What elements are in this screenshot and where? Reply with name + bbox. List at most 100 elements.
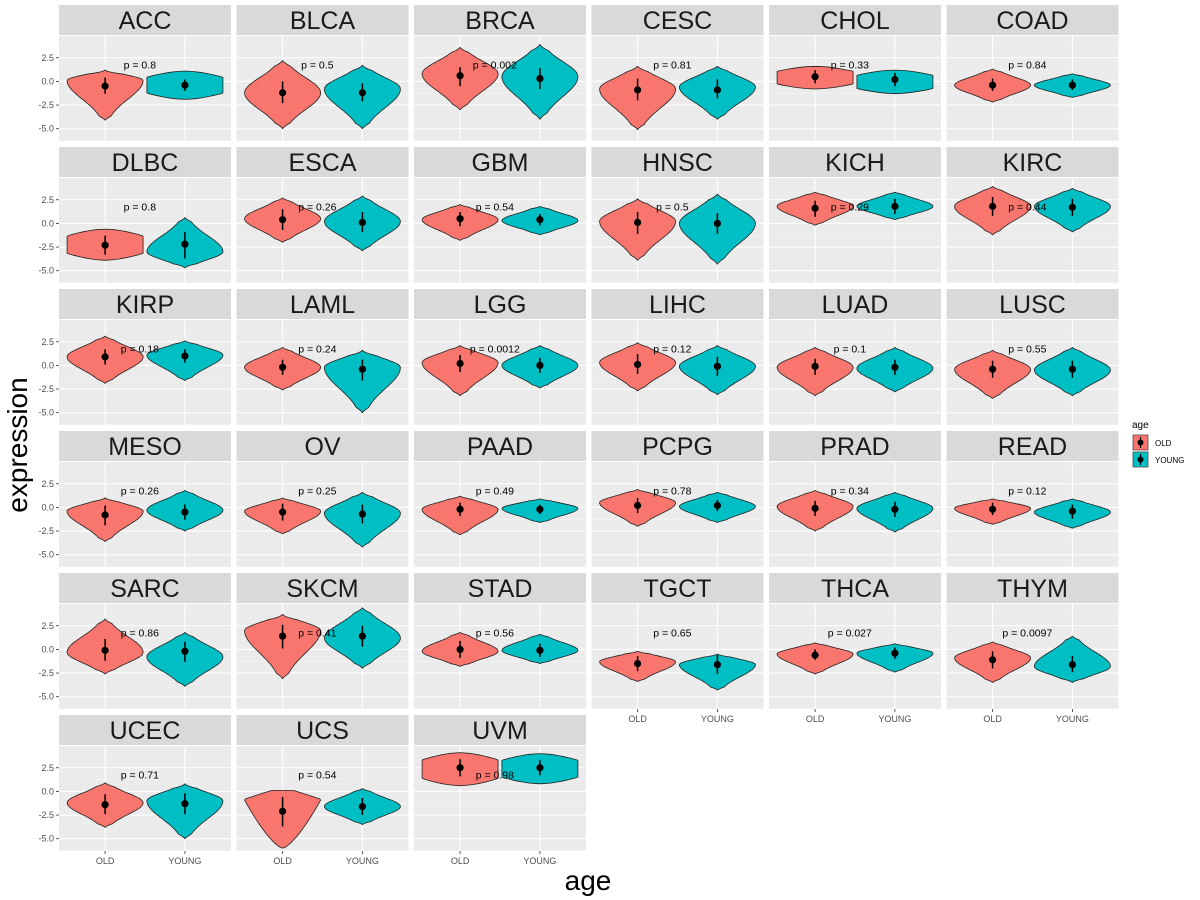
facet-panel-dlbc: DLBC 2.5 0.0 -2.5 -5.0 p = 0.8 <box>38 147 231 283</box>
x-tick-label: YOUNG <box>1056 714 1089 724</box>
facet-strip <box>59 431 231 461</box>
y-tick-label: -2.5 <box>38 242 54 252</box>
mean-point-young <box>358 510 367 518</box>
p-value-label: p = 0.12 <box>1008 485 1046 497</box>
mean-point-old <box>811 73 819 81</box>
mean-point-old <box>456 72 464 80</box>
p-value-label: p = 0.8 <box>124 201 157 213</box>
p-value-label: p = 0.027 <box>828 627 872 639</box>
facet-strip <box>236 573 409 603</box>
x-tick-labels: OLD YOUNG OLD YOUNG OLD YOUNG OLD YOUNG OLD YOUNG… <box>96 709 1089 866</box>
mean-point-young <box>181 352 189 360</box>
facet-panels: ACC 2.5 0.0 -2.5 -5.0 p = 0.8 BLCA p = 0.5 BRCA p… <box>38 5 1119 851</box>
facet-strip <box>591 573 764 603</box>
y-tick-label: -2.5 <box>38 384 54 394</box>
mean-point-old <box>101 646 109 654</box>
facet-strip <box>946 5 1119 35</box>
y-tick-label: 0.0 <box>41 76 54 86</box>
mean-point-young <box>536 74 544 83</box>
mean-point-old <box>278 632 287 640</box>
y-tick-label: -5.0 <box>38 550 54 560</box>
mean-point-young <box>891 363 899 371</box>
legend-label: YOUNG <box>1155 456 1184 465</box>
mean-point-old <box>278 216 287 224</box>
facet-panel-uvm: UVM p = 0.98 <box>414 715 586 851</box>
x-tick-label: OLD <box>451 856 470 866</box>
facet-panel-prad: PRAD p = 0.34 <box>769 431 941 567</box>
legend-point <box>1137 439 1144 446</box>
x-tick-label: OLD <box>983 714 1002 724</box>
facet-strip <box>769 289 941 319</box>
p-value-label: p = 0.8 <box>124 59 157 71</box>
legend-item-old: OLD <box>1132 434 1172 451</box>
facet-label: CHOL <box>820 7 890 35</box>
facet-strip <box>236 5 409 35</box>
mean-point-young <box>181 81 189 89</box>
facet-panel-brca: BRCA p = 0.002 <box>414 5 586 141</box>
p-value-label: p = 0.1 <box>834 343 867 355</box>
violin-young <box>323 349 401 414</box>
mean-point-old <box>988 505 997 513</box>
y-tick-label: -5.0 <box>38 124 54 134</box>
mean-point-old <box>456 215 464 223</box>
facet-strip <box>946 573 1119 603</box>
facet-strip <box>414 147 586 177</box>
y-tick-label: 0.0 <box>41 786 54 796</box>
facet-label: LGG <box>474 291 527 319</box>
facet-strip <box>591 289 764 319</box>
p-value-label: p = 0.5 <box>656 201 689 213</box>
mean-point-young <box>536 646 544 654</box>
x-tick-label: OLD <box>806 714 825 724</box>
mean-point-old <box>988 656 997 664</box>
facet-panel-luad: LUAD p = 0.1 <box>769 289 941 425</box>
facet-label: SKCM <box>286 575 358 603</box>
mean-point-old <box>633 218 642 227</box>
facet-label: GBM <box>472 149 529 177</box>
facet-label: ESCA <box>288 149 356 177</box>
x-tick-label: YOUNG <box>346 856 379 866</box>
facet-label: KIRC <box>1003 149 1063 177</box>
facet-panel-meso: MESO 2.5 0.0 -2.5 -5.0 p = 0.26 <box>38 431 231 567</box>
facet-label: OV <box>304 433 340 461</box>
y-tick-label: 2.5 <box>41 763 54 773</box>
facet-panel-ucec: UCEC 2.5 0.0 -2.5 -5.0 p = 0.71 <box>38 715 231 851</box>
p-value-label: p = 0.71 <box>121 769 159 781</box>
panel-background <box>946 178 1119 283</box>
facet-panel-stad: STAD p = 0.56 <box>414 573 586 709</box>
mean-point-old <box>101 241 109 249</box>
facet-label: LIHC <box>649 291 706 319</box>
facet-strip <box>236 147 409 177</box>
y-tick-label: 2.5 <box>41 337 54 347</box>
p-value-label: p = 0.0012 <box>470 343 520 355</box>
facet-label: PCPG <box>642 433 713 461</box>
p-value-label: p = 0.34 <box>831 485 869 497</box>
facet-strip <box>414 573 586 603</box>
y-tick-label: -2.5 <box>38 100 54 110</box>
y-tick-label: 2.5 <box>41 195 54 205</box>
facet-label: THYM <box>997 575 1068 603</box>
mean-point-old <box>633 86 642 94</box>
x-tick-label: YOUNG <box>523 856 556 866</box>
facet-panel-paad: PAAD p = 0.49 <box>414 431 586 567</box>
y-tick-label: 2.5 <box>41 479 54 489</box>
p-value-label: p = 0.33 <box>831 59 869 71</box>
facet-strip <box>769 431 941 461</box>
p-value-label: p = 0.18 <box>121 343 159 355</box>
mean-point-old <box>633 659 642 668</box>
mean-point-young <box>181 800 189 808</box>
x-tick-label: YOUNG <box>878 714 911 724</box>
x-tick-label: OLD <box>273 856 292 866</box>
facet-panel-ucs: UCS p = 0.54 <box>236 715 409 851</box>
facet-strip <box>414 715 586 745</box>
y-tick-label: -2.5 <box>38 668 54 678</box>
facet-panel-acc: ACC 2.5 0.0 -2.5 -5.0 p = 0.8 <box>38 5 231 141</box>
mean-point-old <box>278 89 287 97</box>
facet-panel-kirc: KIRC p = 0.44 <box>946 147 1119 283</box>
mean-point-old <box>101 801 109 809</box>
facet-panel-laml: LAML p = 0.24 <box>236 289 409 425</box>
x-axis-title: age <box>565 865 612 896</box>
facet-panel-pcpg: PCPG p = 0.78 <box>591 431 764 567</box>
facet-strip <box>946 289 1119 319</box>
mean-point-old <box>811 204 819 212</box>
